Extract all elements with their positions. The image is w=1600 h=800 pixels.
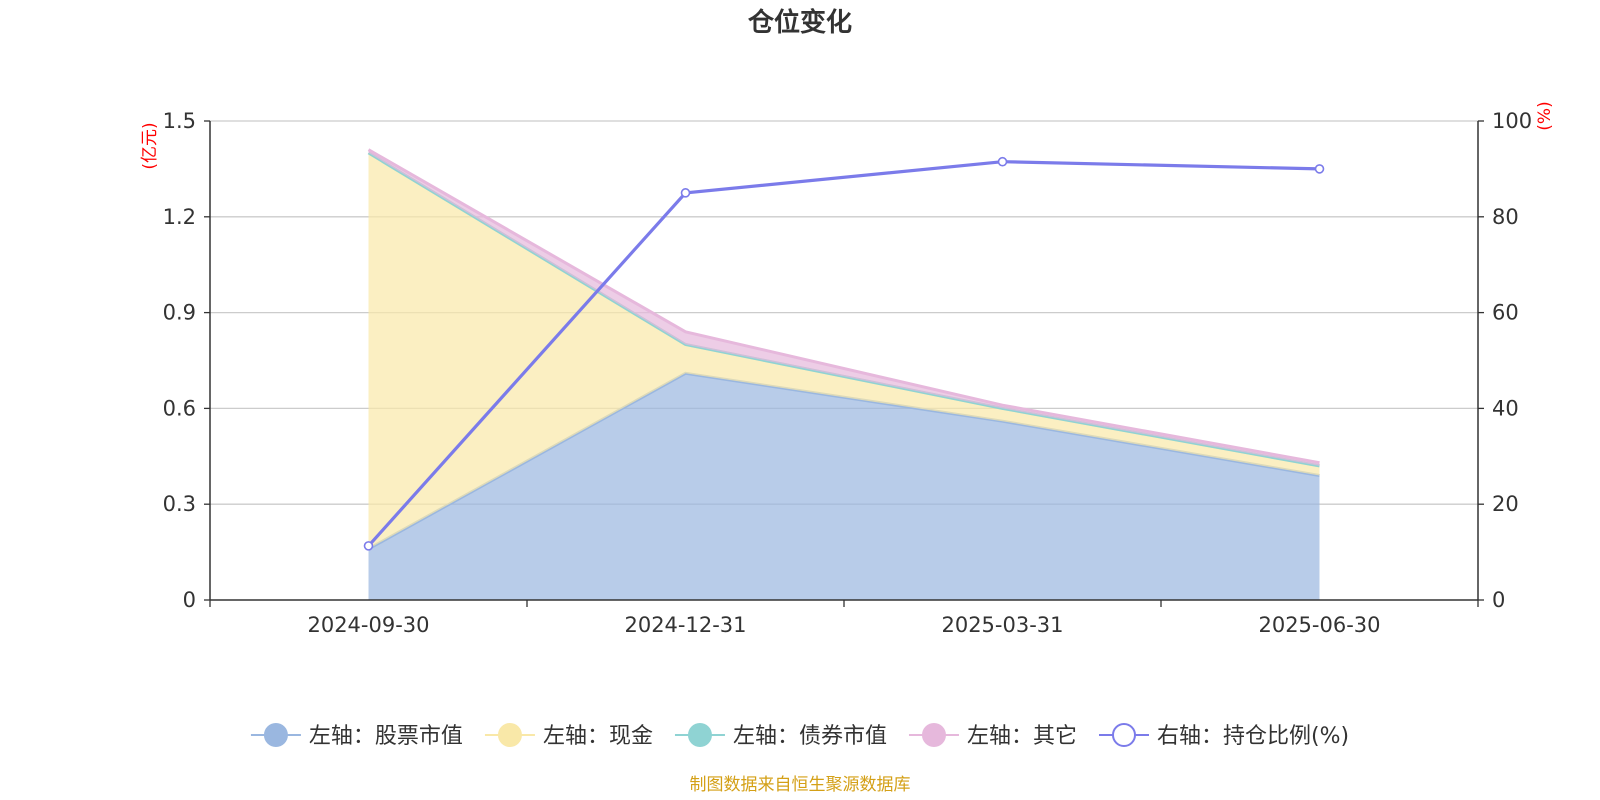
left-axis-tick-label: 1.5 <box>163 109 196 133</box>
left-axis-tick-label: 0.9 <box>163 301 196 325</box>
legend-label: 左轴：现金 <box>543 724 653 749</box>
right-axis-tick-label: 20 <box>1492 492 1519 516</box>
line-point <box>997 156 1008 167</box>
x-axis-label: 2025-03-31 <box>941 613 1063 637</box>
legend-marker-circle <box>687 723 712 747</box>
area-series-2 <box>368 152 1320 549</box>
legend-marker-circle <box>497 723 522 747</box>
left-axis-tick-label: 0.6 <box>163 396 196 420</box>
x-axis-label: 2024-12-31 <box>624 613 746 637</box>
area-series-1 <box>368 373 1320 600</box>
source-note: 制图数据来自恒生聚源数据库 <box>690 775 911 795</box>
left-axis-tick-label: 0.3 <box>163 492 196 516</box>
line-series-1 <box>367 160 1320 547</box>
right-axis-unit: (%) <box>1535 101 1555 130</box>
right-axis-tick-label: 100 <box>1492 109 1532 133</box>
left-axis-tick-label: 0 <box>183 588 196 612</box>
chart-title: 仓位变化 <box>747 7 852 38</box>
stacked-areas <box>367 148 1320 600</box>
left-axis-tick-label: 1.2 <box>163 205 196 229</box>
legend-marker-circle <box>1111 723 1136 747</box>
right-axis-tick-label: 0 <box>1492 588 1505 612</box>
legend-label: 左轴：债券市值 <box>733 724 887 749</box>
legend-marker-circle <box>921 723 946 747</box>
legend-label: 左轴：其它 <box>967 724 1077 749</box>
legend-item: 左轴：现金 <box>484 723 653 749</box>
line-point <box>363 541 374 551</box>
line-point <box>1314 164 1325 174</box>
legend-item: 左轴：股票市值 <box>250 723 463 749</box>
legend: 左轴：股票市值 左轴：现金 左轴：债券市值 左轴：其它 右轴：持仓比例(%) <box>250 723 1349 749</box>
right-axis-tick-label: 60 <box>1492 301 1519 325</box>
area-series-4-edge <box>367 148 1320 465</box>
right-axis-tick-label: 40 <box>1492 396 1519 420</box>
position-ratio-line <box>363 156 1325 551</box>
x-axis-label: 2025-06-30 <box>1258 613 1380 637</box>
legend-item: 左轴：债券市值 <box>674 723 887 749</box>
legend-item: 左轴：其它 <box>908 723 1077 749</box>
legend-label: 右轴：持仓比例(%) <box>1157 724 1349 749</box>
x-axis-label: 2024-09-30 <box>307 613 429 637</box>
line-point <box>680 188 691 198</box>
axes: 0 0.3 0.6 0.9 1.2 1.5 0 20 40 60 80 100 2024-09-30 20… <box>163 109 1533 637</box>
legend-label: 左轴：股票市值 <box>309 724 463 749</box>
right-axis-tick-label: 80 <box>1492 205 1519 229</box>
legend-item: 右轴：持仓比例(%) <box>1098 723 1349 749</box>
left-axis-unit: (亿元) <box>140 122 160 169</box>
legend-marker-circle <box>263 723 288 747</box>
